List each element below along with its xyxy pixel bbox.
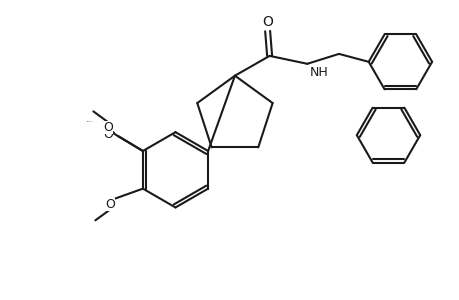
- Text: O: O: [103, 128, 113, 141]
- Text: O: O: [103, 121, 113, 134]
- Text: methoxy: methoxy: [87, 121, 93, 122]
- Text: NH: NH: [308, 66, 327, 79]
- Text: O: O: [262, 15, 273, 29]
- Text: O: O: [105, 198, 115, 211]
- Text: methoxy: methoxy: [93, 103, 100, 104]
